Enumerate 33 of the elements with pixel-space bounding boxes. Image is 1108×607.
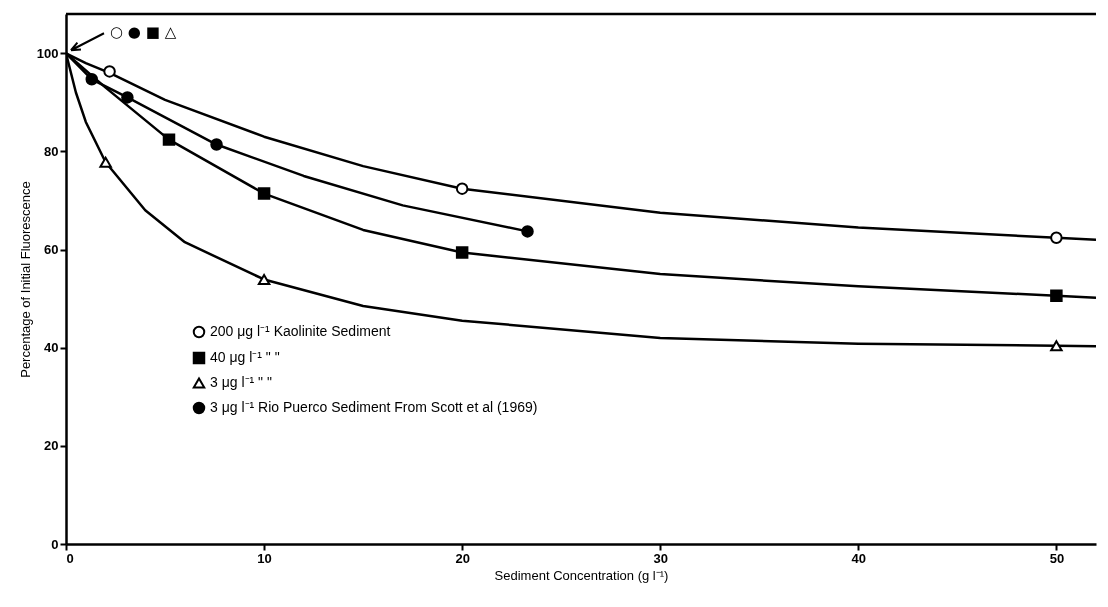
y-tick-label: 100 bbox=[36, 45, 59, 61]
point bbox=[257, 273, 271, 286]
y-tick-label: 20 bbox=[44, 438, 59, 454]
point bbox=[455, 246, 469, 259]
point bbox=[121, 91, 134, 104]
point bbox=[257, 187, 271, 200]
point bbox=[103, 65, 116, 78]
y-tick-label: 80 bbox=[44, 143, 59, 159]
point bbox=[1050, 289, 1063, 302]
point bbox=[455, 182, 469, 195]
y-tick-label: 0 bbox=[51, 536, 59, 552]
legend-label: 3 μg l⁻¹ Rio Puerco Sediment From Scott et al (1969) bbox=[210, 399, 538, 415]
point bbox=[99, 156, 112, 168]
y-tick-label: 40 bbox=[44, 340, 59, 356]
point bbox=[162, 133, 176, 146]
x-tick-label: 40 bbox=[851, 550, 867, 566]
legend-label: 200 μg l⁻¹ Kaolinite Sediment bbox=[210, 323, 391, 339]
y-tick-label: 60 bbox=[44, 242, 59, 258]
legend-label: 3 μg l⁻¹ " " bbox=[210, 374, 272, 390]
point bbox=[521, 225, 534, 238]
x-tick-label: 0 bbox=[66, 550, 74, 566]
x-tick-label: 30 bbox=[653, 550, 668, 566]
x-axis-title: Sediment Concentration (g l⁻¹) bbox=[494, 567, 669, 583]
x-tick-label: 20 bbox=[455, 550, 470, 566]
legend-label: 40 μg l⁻¹ " " bbox=[210, 349, 280, 365]
point bbox=[1050, 231, 1063, 245]
x-tick-label: 50 bbox=[1049, 550, 1065, 566]
point bbox=[1050, 340, 1063, 352]
y-axis-title: Percentage of Initial Fluorescence bbox=[17, 181, 33, 378]
point bbox=[85, 73, 98, 86]
annotation: ○ ● ■ △ bbox=[110, 23, 177, 42]
x-tick-label: 10 bbox=[257, 550, 272, 566]
point bbox=[210, 138, 223, 151]
